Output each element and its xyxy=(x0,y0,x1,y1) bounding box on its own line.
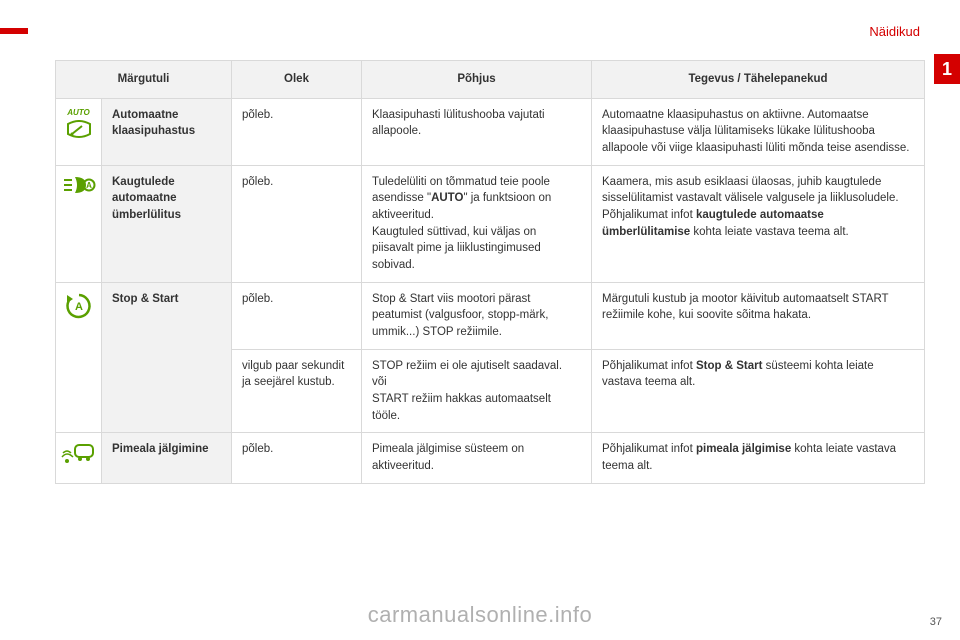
table-row: A Kaugtulede automaatne ümberlülitus põl… xyxy=(56,165,925,282)
auto-label: AUTO xyxy=(60,107,97,119)
th-indicator: Märgutuli xyxy=(56,61,232,99)
th-state: Olek xyxy=(232,61,362,99)
indicator-name: Automaatne klaasipuhastus xyxy=(102,98,232,165)
indicator-state: vilgub paar sekundit ja seejärel kustub. xyxy=(232,349,362,433)
icon-cell: A xyxy=(56,165,102,282)
indicator-action: Põhjalikumat infot pimeala jälgimise koh… xyxy=(592,433,925,483)
table-row: AUTO Automaatne klaasipuhastus põleb. Kl… xyxy=(56,98,925,165)
indicator-state: põleb. xyxy=(232,433,362,483)
icon-cell xyxy=(56,433,102,483)
table-row: Pimeala jälgimine põleb. Pimeala jälgimi… xyxy=(56,433,925,483)
indicator-reason: Stop & Start viis mootori pärast peatumi… xyxy=(362,282,592,349)
indicator-action: Automaatne klaasipuhastus on aktiivne. A… xyxy=(592,98,925,165)
indicator-action: Põhjalikumat infot Stop & Start süsteemi… xyxy=(592,349,925,433)
chapter-number: 1 xyxy=(942,59,952,80)
accent-bar xyxy=(0,28,28,34)
indicator-action: Kaamera, mis asub esiklaasi ülaosas, juh… xyxy=(592,165,925,282)
th-action: Tegevus / Tähelepanekud xyxy=(592,61,925,99)
indicator-table-wrapper: Märgutuli Olek Põhjus Tegevus / Tähelepa… xyxy=(55,60,925,484)
indicator-reason: Tuledelüliti on tõmmatud teie poole asen… xyxy=(362,165,592,282)
indicator-table: Märgutuli Olek Põhjus Tegevus / Tähelepa… xyxy=(55,60,925,484)
indicator-reason: Pimeala jälgimise süsteem on aktiveeritu… xyxy=(362,433,592,483)
page-number: 37 xyxy=(930,616,942,628)
indicator-reason: Klaasipuhasti lülitushooba vajutati alla… xyxy=(362,98,592,165)
table-row: A Stop & Start põleb. Stop & Start viis … xyxy=(56,282,925,349)
indicator-state: põleb. xyxy=(232,282,362,349)
wiper-auto-icon xyxy=(64,120,94,142)
watermark: carmanualsonline.info xyxy=(0,602,960,628)
chapter-tab: 1 xyxy=(934,54,960,114)
stop-start-icon: A xyxy=(64,291,94,321)
section-title: Näidikud xyxy=(869,24,920,39)
table-header-row: Märgutuli Olek Põhjus Tegevus / Tähelepa… xyxy=(56,61,925,99)
icon-cell: AUTO xyxy=(56,98,102,165)
indicator-name: Pimeala jälgimine xyxy=(102,433,232,483)
blind-spot-icon xyxy=(61,441,97,467)
indicator-action: Märgutuli kustub ja mootor käivitub auto… xyxy=(592,282,925,349)
indicator-state: põleb. xyxy=(232,165,362,282)
indicator-state: põleb. xyxy=(232,98,362,165)
th-reason: Põhjus xyxy=(362,61,592,99)
indicator-name: Stop & Start xyxy=(102,282,232,433)
icon-cell: A xyxy=(56,282,102,433)
svg-text:A: A xyxy=(75,301,83,313)
svg-text:A: A xyxy=(86,181,92,190)
auto-high-beam-icon: A xyxy=(62,174,96,196)
indicator-name: Kaugtulede automaatne ümberlülitus xyxy=(102,165,232,282)
indicator-reason: STOP režiim ei ole ajutiselt saadaval. v… xyxy=(362,349,592,433)
